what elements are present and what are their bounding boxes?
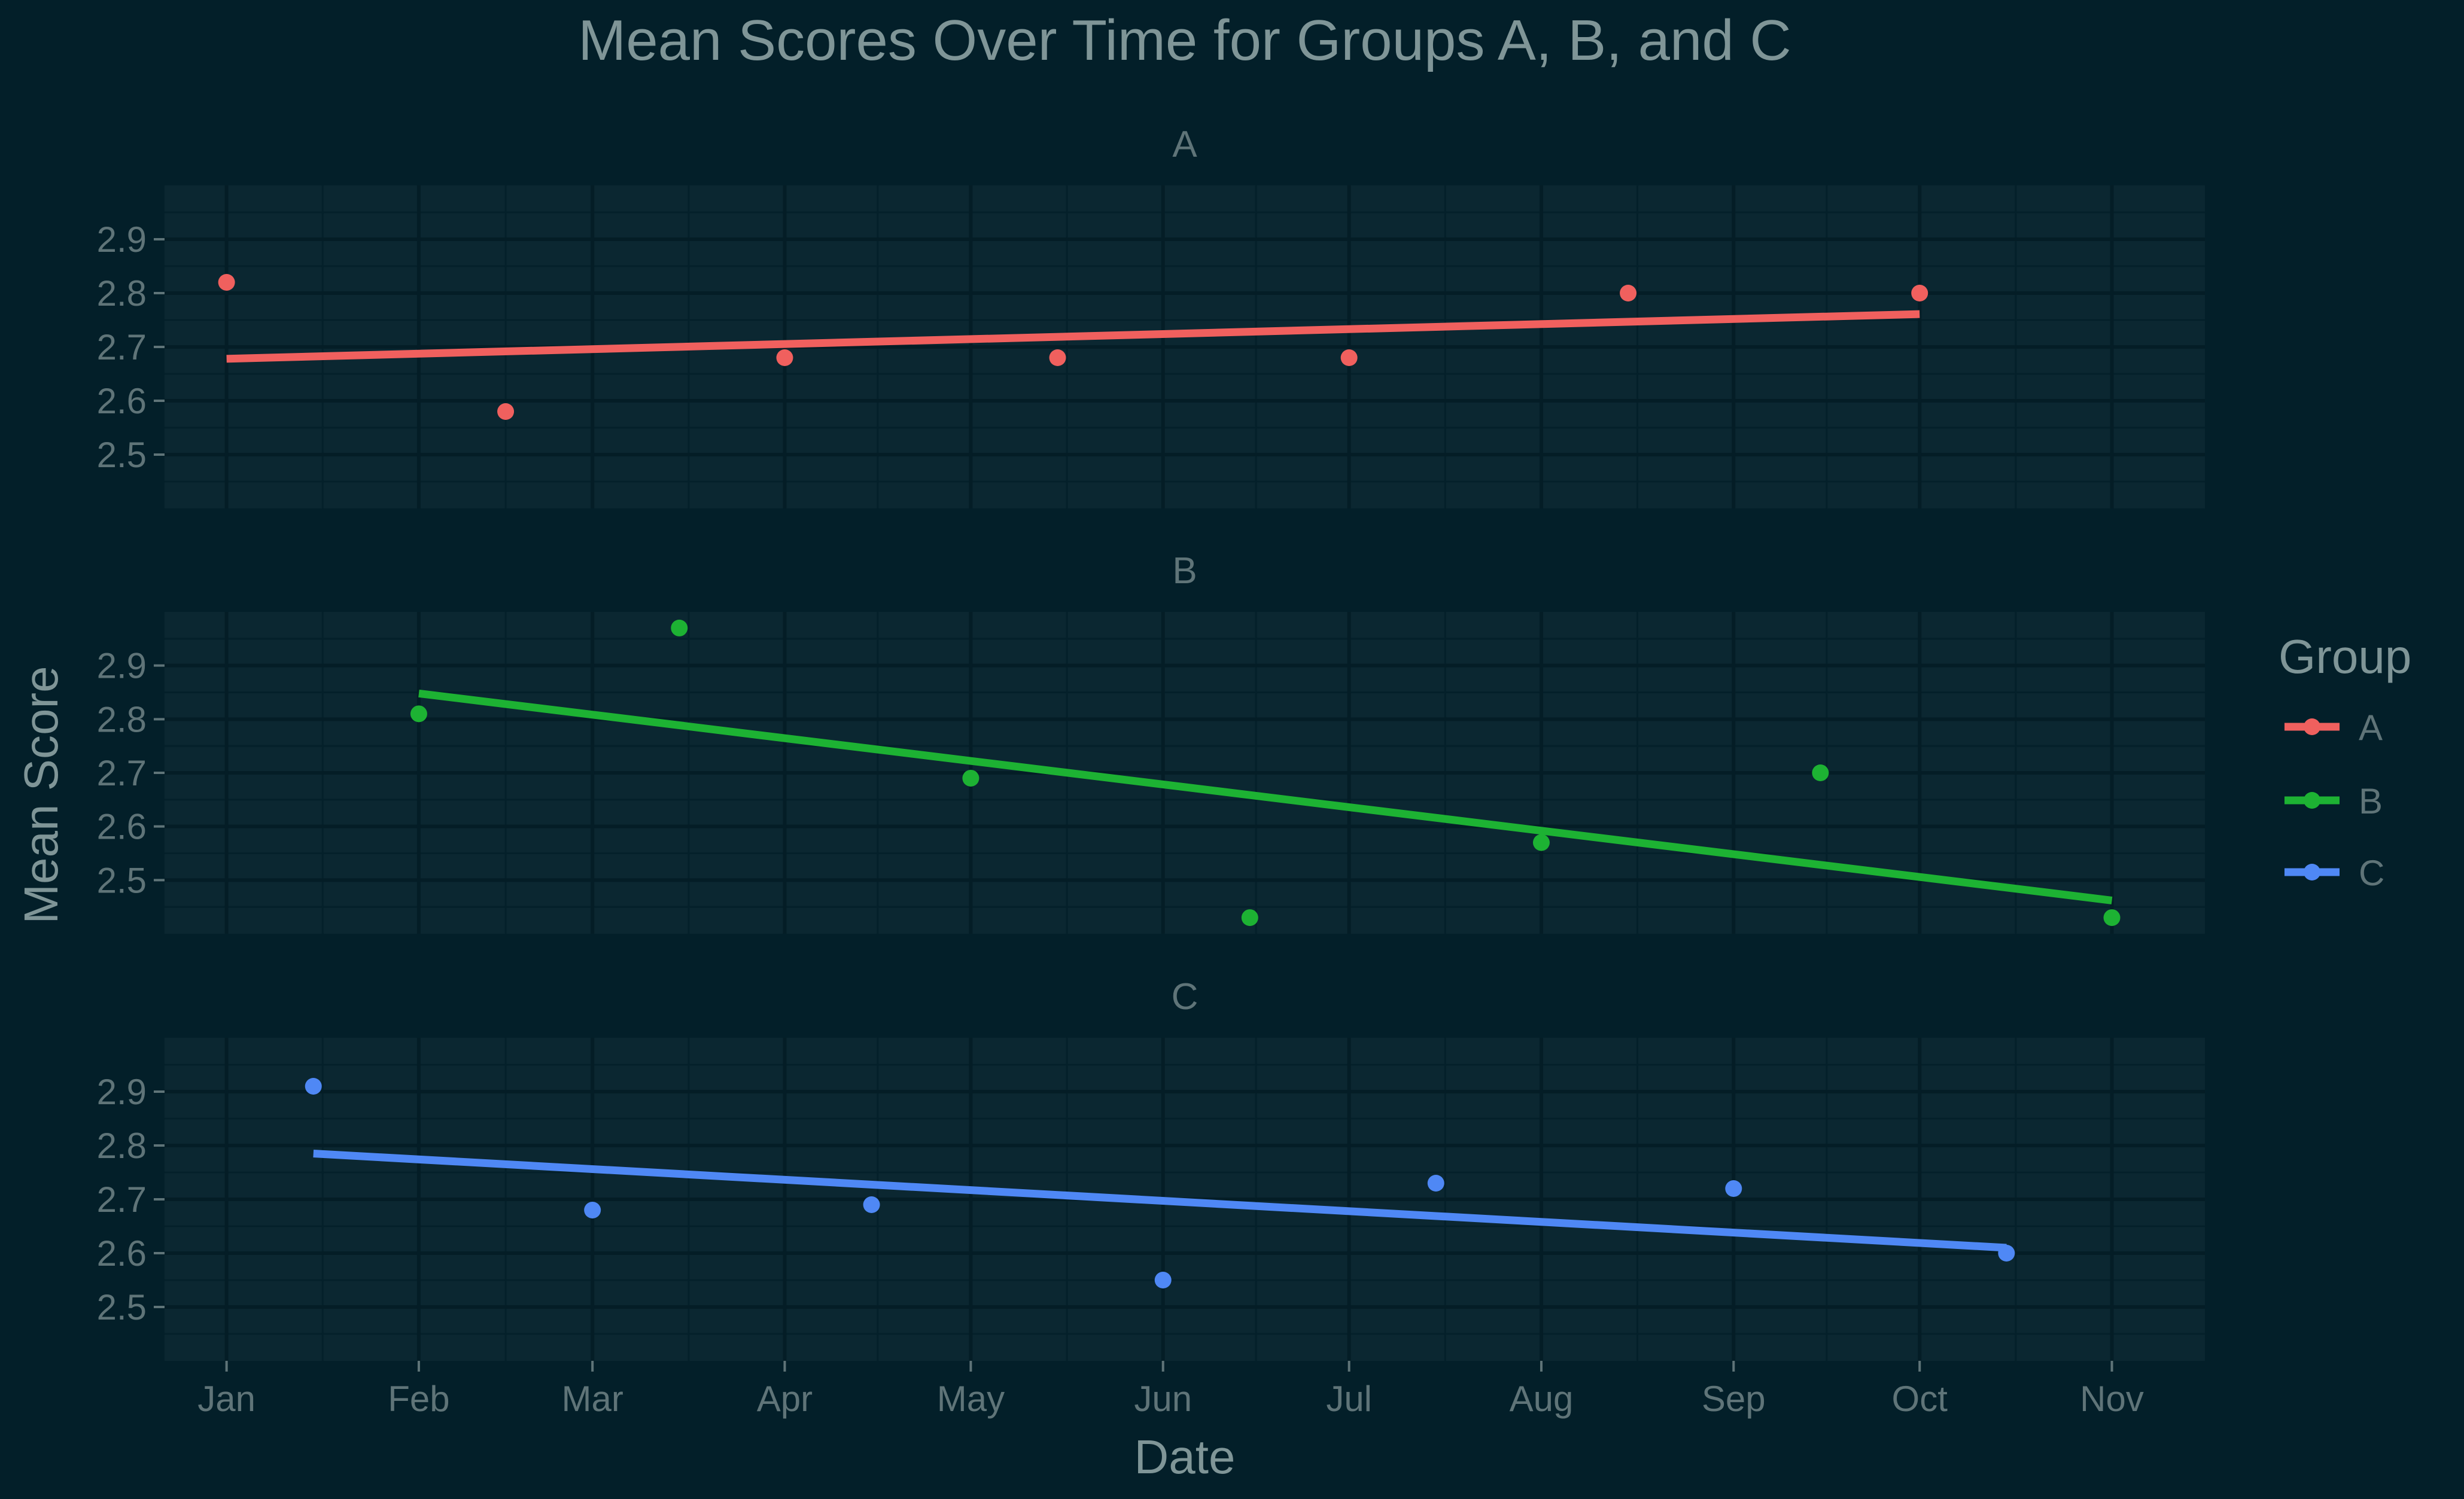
- data-point-b: [962, 769, 979, 787]
- y-tick-label: 2.9: [97, 1072, 147, 1112]
- x-tick-label: Mar: [561, 1379, 623, 1419]
- trend-line-a: [226, 310, 1920, 363]
- x-tick-label: Sep: [1702, 1379, 1766, 1419]
- data-point-a: [1049, 349, 1066, 366]
- data-point-b: [1241, 909, 1258, 927]
- y-tick-label: 2.9: [97, 220, 147, 260]
- data-point-b: [1812, 764, 1829, 781]
- data-point-c: [1154, 1272, 1172, 1288]
- trend-line-c: [313, 1150, 2007, 1252]
- x-tick-label: Jun: [1134, 1379, 1192, 1419]
- y-tick-label: 2.6: [97, 807, 147, 847]
- x-tick-label: Feb: [388, 1379, 449, 1419]
- data-point-c: [1427, 1175, 1444, 1192]
- data-point-b: [2103, 909, 2121, 927]
- x-tick-label: Nov: [2080, 1379, 2144, 1419]
- y-tick-label: 2.6: [97, 1233, 147, 1273]
- data-point-a: [218, 274, 235, 291]
- facet-panels: A 2.5 2.6 2.7 2.8 2.9 B 2.5 2.6 2.7 2.8 2.9 C 2.5 2.6 2…: [97, 124, 2205, 1361]
- trend-line-b: [418, 689, 2113, 904]
- legend-key-point: [2304, 864, 2320, 880]
- data-point-b: [410, 705, 427, 723]
- legend: Group ABC: [2279, 630, 2411, 893]
- legend-label: B: [2359, 781, 2383, 821]
- x-tick-label: Jul: [1326, 1379, 1372, 1419]
- legend-label: A: [2359, 708, 2383, 748]
- legend-item-a: A: [2284, 708, 2383, 748]
- data-point-c: [863, 1196, 880, 1213]
- x-tick-label: Oct: [1892, 1379, 1948, 1419]
- facet-label-a: A: [1172, 124, 1197, 165]
- x-tick-label: Aug: [1510, 1379, 1574, 1419]
- data-point-b: [671, 619, 688, 636]
- y-tick-label: 2.6: [97, 381, 147, 421]
- data-point-a: [497, 403, 515, 420]
- legend-title: Group: [2279, 630, 2411, 683]
- facet-label-b: B: [1172, 550, 1197, 592]
- data-point-a: [1340, 349, 1358, 366]
- y-tick-label: 2.5: [97, 435, 147, 475]
- y-axis-title: Mean Score: [14, 666, 68, 924]
- y-tick-label: 2.5: [97, 860, 147, 900]
- legend-item-b: B: [2284, 781, 2383, 821]
- x-tick-label: Apr: [757, 1379, 813, 1419]
- chart-title: Mean Scores Over Time for Groups A, B, a…: [578, 8, 1791, 72]
- x-tick-label: Jan: [197, 1379, 255, 1419]
- facet-label-c: C: [1172, 976, 1198, 1017]
- legend-key-point: [2304, 792, 2320, 809]
- data-point-a: [1620, 285, 1637, 301]
- facet-panel-b: B 2.5 2.6 2.7 2.8 2.9: [97, 550, 2205, 934]
- x-tick-label: May: [937, 1379, 1005, 1419]
- x-axis: Jan Feb Mar Apr May Jun Jul Aug Sep Oct Nov: [197, 1361, 2144, 1419]
- facet-panel-a: A 2.5 2.6 2.7 2.8 2.9: [97, 124, 2205, 508]
- y-tick-label: 2.7: [97, 753, 147, 793]
- y-tick-label: 2.8: [97, 273, 147, 313]
- y-tick-label: 2.7: [97, 1180, 147, 1220]
- y-tick-label: 2.9: [97, 646, 147, 686]
- facet-panel-c: C 2.5 2.6 2.7 2.8 2.9: [97, 976, 2205, 1361]
- x-axis-title: Date: [1134, 1430, 1236, 1483]
- y-tick-label: 2.7: [97, 327, 147, 367]
- y-tick-label: 2.8: [97, 699, 147, 739]
- data-point-b: [1532, 834, 1550, 851]
- data-point-c: [1998, 1245, 2015, 1262]
- y-tick-label: 2.5: [97, 1287, 147, 1327]
- legend-key-point: [2304, 718, 2320, 735]
- y-tick-label: 2.8: [97, 1126, 147, 1166]
- data-point-a: [776, 349, 793, 366]
- data-point-c: [584, 1202, 601, 1218]
- data-point-c: [305, 1078, 322, 1095]
- legend-item-c: C: [2284, 853, 2384, 893]
- legend-label: C: [2359, 853, 2384, 893]
- data-point-c: [1725, 1180, 1742, 1197]
- data-point-a: [1911, 285, 1928, 301]
